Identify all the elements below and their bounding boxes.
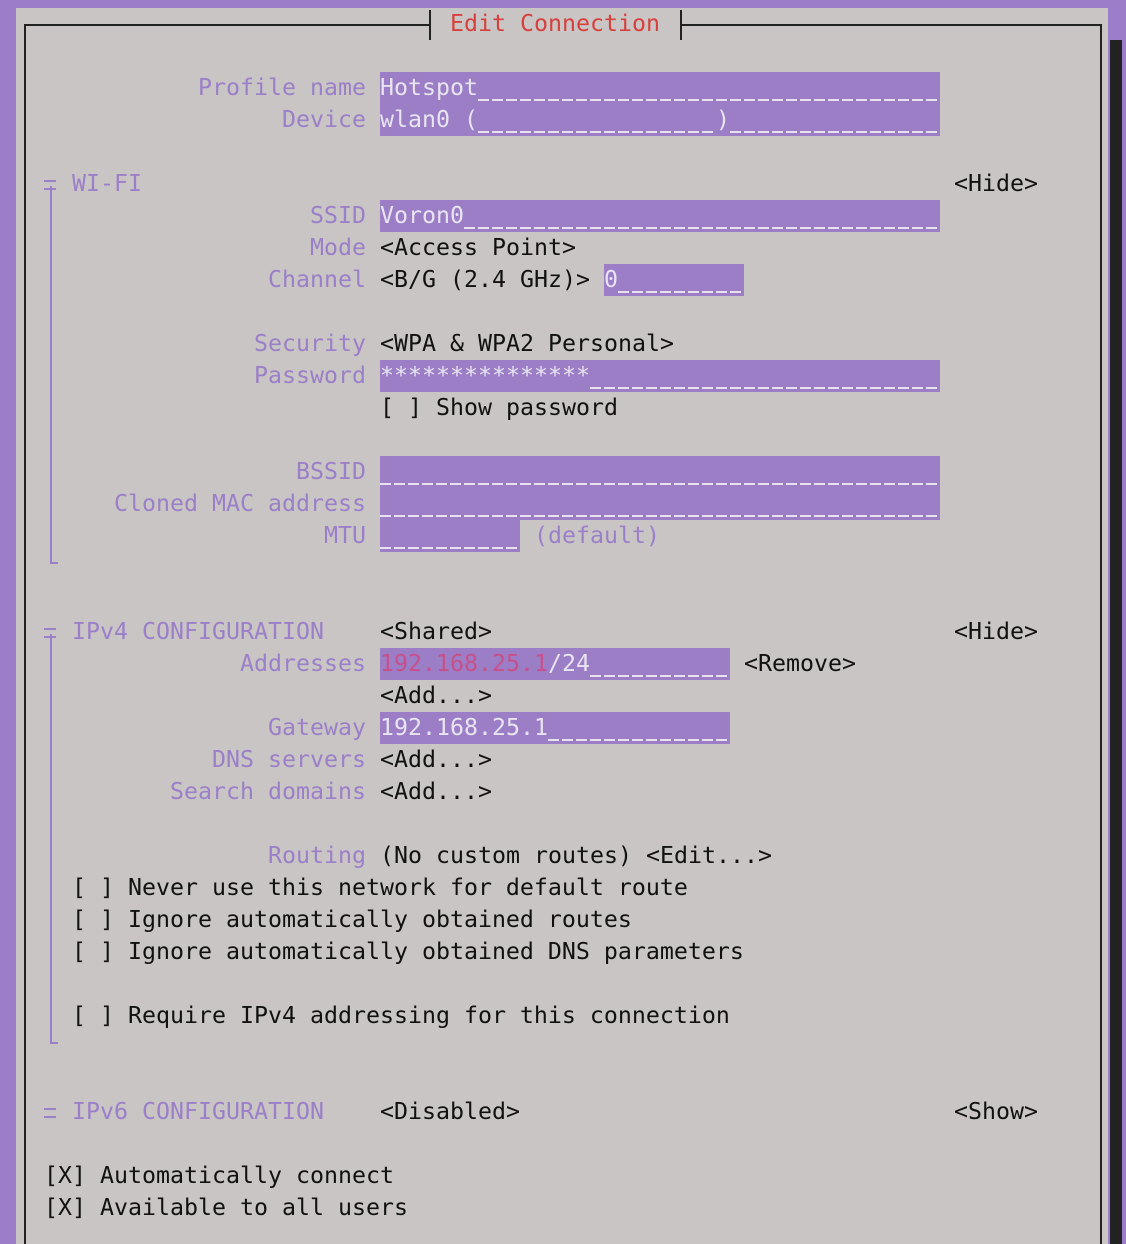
dropdown[interactable]: <WPA & WPA2 Personal> — [380, 330, 674, 357]
text-field[interactable]: 0 — [604, 264, 744, 296]
checkbox[interactable]: [ ] — [72, 938, 114, 965]
field-value: /24 — [548, 648, 590, 678]
checkbox[interactable]: [X] — [44, 1194, 86, 1221]
checkbox[interactable]: [ ] — [72, 906, 114, 933]
section-heading: IPv6 CONFIGURATION — [72, 1098, 324, 1125]
checkbox-label: Never use this network for default route — [128, 874, 688, 901]
button[interactable]: <Edit...> — [646, 842, 772, 869]
checkbox[interactable]: [ ] — [72, 1002, 114, 1029]
border — [429, 10, 431, 40]
toggle-button[interactable]: <Hide> — [954, 618, 1038, 645]
field-value: 192.168.25.1 — [380, 712, 548, 742]
field-label: Mode — [310, 234, 366, 261]
checkbox-label: Automatically connect — [100, 1162, 394, 1189]
field-label: Channel — [268, 266, 366, 293]
field-label: Security — [254, 330, 366, 357]
text-field[interactable]: wlan0 () — [380, 104, 940, 136]
checkbox-label: Require IPv4 addressing for this connect… — [128, 1002, 730, 1029]
section-heading: WI-FI — [72, 170, 142, 197]
dropdown[interactable]: <Shared> — [380, 618, 492, 645]
checkbox[interactable]: [X] — [44, 1162, 86, 1189]
field-label: Cloned MAC address — [114, 490, 366, 517]
text-field[interactable] — [380, 488, 940, 520]
field-label: Search domains — [170, 778, 366, 805]
field-label: Addresses — [240, 650, 366, 677]
checkbox-label: Show password — [436, 394, 618, 421]
button[interactable]: <Add...> — [380, 778, 492, 805]
section-marker — [44, 1108, 56, 1118]
checkbox-label: Available to all users — [100, 1194, 408, 1221]
section-bracket — [50, 634, 58, 1044]
routing-value: (No custom routes) — [380, 842, 632, 869]
field-label: DNS servers — [212, 746, 366, 773]
checkbox[interactable]: [ ] — [380, 394, 422, 421]
toggle-button[interactable]: <Show> — [954, 1098, 1038, 1125]
button[interactable]: <Add...> — [380, 746, 492, 773]
field-label: Password — [254, 362, 366, 389]
text-field[interactable] — [380, 520, 520, 552]
border — [682, 24, 1100, 26]
field-value: ) — [716, 104, 730, 134]
toggle-button[interactable]: <Hide> — [954, 170, 1038, 197]
dropdown[interactable]: <B/G (2.4 GHz)> — [380, 266, 590, 293]
border — [24, 24, 26, 1244]
field-label: Device — [282, 106, 366, 133]
field-value: 192.168.25.1 — [380, 648, 548, 678]
button[interactable]: <Add...> — [380, 682, 492, 709]
section-bracket — [50, 186, 58, 564]
section-heading: IPv4 CONFIGURATION — [72, 618, 324, 645]
field-value: Voron0 — [380, 200, 464, 230]
border — [680, 10, 682, 40]
checkbox-label: Ignore automatically obtained DNS parame… — [128, 938, 744, 965]
dialog-title: Edit Connection — [450, 10, 660, 37]
border — [1100, 24, 1102, 1244]
text-field[interactable]: Hotspot — [380, 72, 940, 104]
field-value: Hotspot — [380, 72, 478, 102]
text-field[interactable]: 192.168.25.1/24 — [380, 648, 730, 680]
field-label: Routing — [268, 842, 366, 869]
text-field[interactable] — [380, 456, 940, 488]
text-field[interactable]: 192.168.25.1 — [380, 712, 730, 744]
checkbox-label: Ignore automatically obtained routes — [128, 906, 632, 933]
field-label: Profile name — [198, 74, 366, 101]
button[interactable]: <Remove> — [744, 650, 856, 677]
checkbox[interactable]: [ ] — [72, 874, 114, 901]
dropdown[interactable]: <Access Point> — [380, 234, 576, 261]
field-value: wlan0 ( — [380, 104, 478, 134]
border — [24, 24, 430, 26]
hint: (default) — [534, 522, 660, 549]
field-label: Gateway — [268, 714, 366, 741]
dropdown[interactable]: <Disabled> — [380, 1098, 520, 1125]
scrollbar — [1110, 40, 1122, 1244]
field-label: SSID — [310, 202, 366, 229]
field-label: BSSID — [296, 458, 366, 485]
text-field[interactable]: *************** — [380, 360, 940, 392]
text-field[interactable]: Voron0 — [380, 200, 940, 232]
field-label: MTU — [324, 522, 366, 549]
field-value: *************** — [380, 360, 590, 390]
field-value: 0 — [604, 264, 618, 294]
